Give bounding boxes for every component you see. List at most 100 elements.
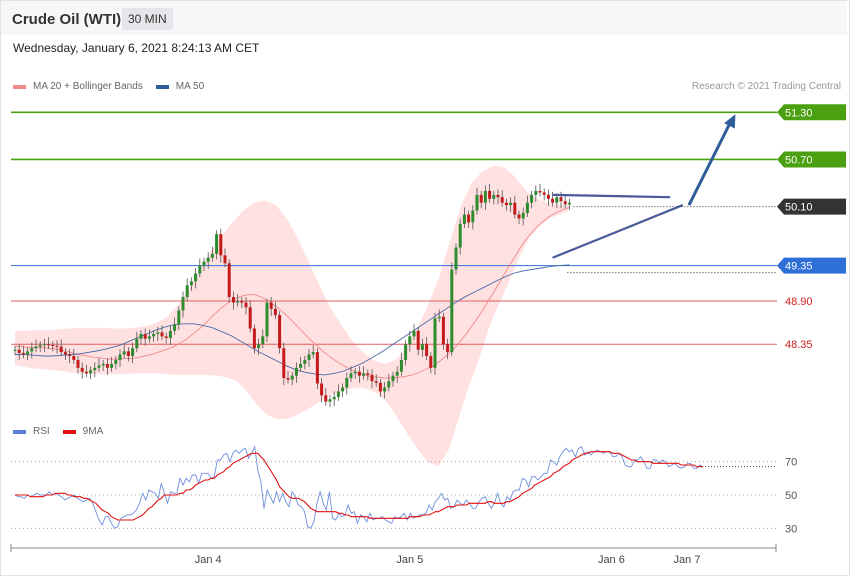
candle-body [454,247,458,270]
candle-body [391,375,395,382]
candle-body [483,190,487,203]
candle-body [412,330,416,337]
candle-body [467,214,471,223]
candle-body [236,300,240,303]
candle-body [273,308,277,316]
chart-header: Crude Oil (WTI) 30 MIN [1,1,847,35]
candle-body [378,382,382,392]
ma20-legend-swatch [13,84,26,89]
candle-body [223,255,227,264]
candle-body [307,354,311,360]
candle-body [551,198,555,203]
candle-body [513,202,517,215]
candle-body [332,396,336,400]
candle-body [521,212,525,219]
level-label-5: 48.35 [785,339,813,351]
candle-body [143,334,147,339]
candle-body [13,349,17,351]
candle-body [488,190,492,199]
candle-body [181,297,185,311]
candle-body [38,345,42,347]
candle-body [278,315,282,349]
candle-body [492,194,496,199]
candle-body [173,324,177,331]
candle-body [68,354,72,357]
candle-body [139,334,143,339]
candle-body [219,234,223,256]
candle-body [509,202,513,206]
candle-body [437,316,441,319]
ma20-legend-label: MA 20 + Bollinger Bands [33,81,143,92]
rsi-legend: RSI 9MA [13,426,103,437]
level-tag-0 [777,104,846,121]
level-label-2: 50.10 [785,202,813,214]
candle-body [59,346,63,353]
candle-body [97,365,101,368]
candle-body [395,371,399,376]
candle-body [324,395,328,402]
candle-body [416,330,420,350]
candle-body [227,263,231,298]
candle-body [34,346,38,349]
x-tick-label: Jan 7 [674,554,701,566]
candle-body [345,378,349,388]
candle-body [126,351,130,357]
candle-body [303,359,307,364]
candle-body [462,214,466,224]
candle-body [122,351,126,355]
candle-body [164,336,168,338]
candle-body [215,234,219,254]
rsi-line [14,445,704,529]
candle-body [357,371,361,376]
candle-body [72,356,76,360]
candle-body [198,265,202,274]
candle-body [76,359,80,368]
rsi-ma9-line [15,451,703,521]
candle-body [84,371,88,374]
candle-body [433,318,437,368]
bollinger-band [15,165,570,467]
candle-body [530,194,534,203]
candle-body [118,354,122,360]
candle-body [441,316,445,345]
level-label-4: 48.90 [785,296,813,308]
candle-body [51,345,55,347]
ma9-legend-swatch [62,429,76,434]
level-label-0: 51.30 [785,107,813,119]
x-tick-label: Jan 5 [396,554,423,566]
rsi-legend-swatch [13,429,26,434]
candle-body [336,391,340,397]
candle-body [244,302,248,308]
candle-body [425,344,429,357]
ma9-legend-label: 9MA [82,426,104,437]
candle-body [504,202,508,206]
rsi-tick-label: 50 [785,490,797,502]
candle-body [383,387,387,392]
candle-body [542,192,546,195]
candle-body [458,223,462,248]
candle-body [500,197,504,203]
candle-body [269,302,273,309]
candle-body [202,261,206,266]
candle-body [525,202,529,213]
ma50-legend-swatch [155,84,169,89]
candle-body [320,383,324,396]
candle-body [471,210,475,223]
candle-body [479,194,483,203]
candle-body [42,344,46,346]
candle-body [294,367,298,376]
candle-body [404,344,408,360]
main-legend: MA 20 + Bollinger Bands MA 50 [13,81,204,92]
timestamp: Wednesday, January 6, 2021 8:24:13 AM CE… [13,41,260,55]
timeframe-badge[interactable]: 30 MIN [122,8,173,30]
candle-body [265,302,269,337]
candle-body [206,257,210,262]
candle-body [420,344,424,350]
candle-body [156,332,160,335]
candle-body [282,348,286,379]
candle-body [248,307,252,329]
credit-text: Research © 2021 Trading Central [691,81,841,92]
candle-body [299,363,303,368]
candle-body [496,194,500,198]
candle-body [349,373,353,379]
